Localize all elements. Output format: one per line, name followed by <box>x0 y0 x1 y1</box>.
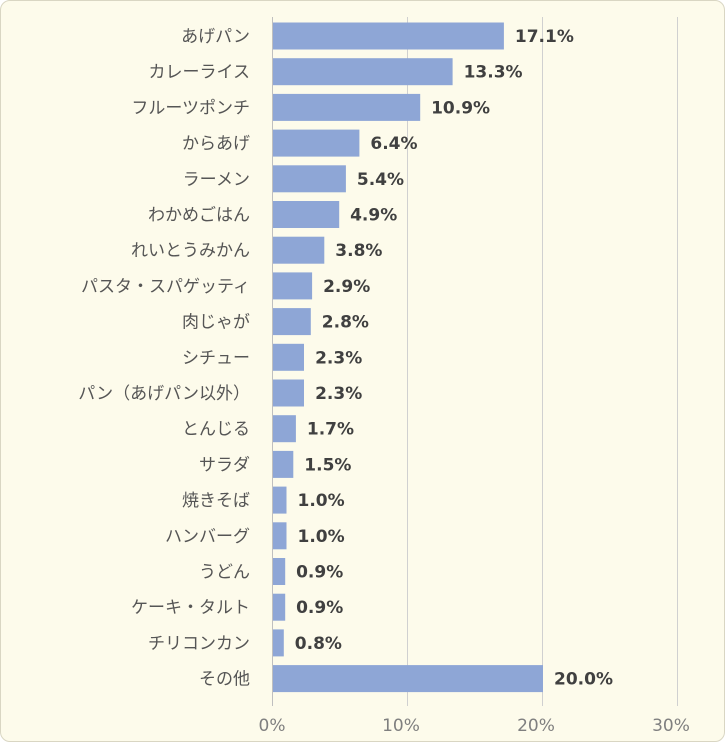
value-label: 0.9% <box>296 598 343 618</box>
bar <box>273 58 453 86</box>
x-tick-label: 30% <box>652 716 690 736</box>
bar <box>273 201 340 228</box>
bar <box>273 593 286 621</box>
bar <box>273 93 421 121</box>
category-label: わかめごはん <box>148 206 250 226</box>
value-label: 5.4% <box>357 170 404 190</box>
bar <box>273 272 313 300</box>
category-label: れいとうみかん <box>131 241 250 261</box>
value-label: 1.0% <box>298 491 345 511</box>
category-label: ラーメン <box>183 170 250 190</box>
category-label: その他 <box>199 670 250 690</box>
bar <box>273 308 311 336</box>
category-label: とんじる <box>182 420 250 440</box>
x-tick-label: 20% <box>517 716 555 736</box>
value-label: 17.1% <box>515 27 574 47</box>
category-label: からあげ <box>182 134 250 154</box>
bar <box>273 450 294 478</box>
bar <box>273 22 504 50</box>
bar <box>273 522 287 550</box>
value-label: 10.9% <box>431 98 490 118</box>
bar <box>273 343 304 371</box>
bar <box>273 236 325 264</box>
x-tick-label: 0% <box>259 716 286 736</box>
category-label: ケーキ・タルト <box>131 598 250 618</box>
category-label: チリコンカン <box>148 634 250 654</box>
bar <box>273 629 284 657</box>
value-label: 6.4% <box>370 134 417 154</box>
value-label: 1.7% <box>307 420 354 440</box>
category-label: あげパン <box>181 27 250 47</box>
category-label: うどん <box>199 563 250 583</box>
bar <box>273 486 287 514</box>
category-label: カレーライス <box>149 63 251 83</box>
bar <box>273 665 543 693</box>
value-label: 4.9% <box>350 206 397 226</box>
category-label: パスタ・スパゲッティ <box>81 277 250 297</box>
bar <box>273 379 304 407</box>
value-label: 2.9% <box>323 277 370 297</box>
category-label: フルーツポンチ <box>131 98 250 118</box>
bar <box>273 558 286 585</box>
value-label: 0.8% <box>295 634 342 654</box>
value-label: 2.3% <box>315 348 362 368</box>
category-label: シチュー <box>182 348 250 368</box>
value-label: 13.3% <box>464 63 523 83</box>
value-label: 2.8% <box>322 313 369 333</box>
value-label: 3.8% <box>335 241 382 261</box>
value-label: 2.3% <box>315 384 362 404</box>
bar <box>273 129 360 157</box>
x-tick-label: 10% <box>382 716 420 736</box>
bar <box>273 415 296 443</box>
value-label: 1.5% <box>304 455 351 475</box>
category-label: 焼きそば <box>182 491 250 511</box>
value-label: 0.9% <box>296 563 343 583</box>
category-label: 肉じゃが <box>182 313 250 333</box>
category-label: ハンバーグ <box>165 527 250 547</box>
bar <box>273 165 346 193</box>
value-label: 1.0% <box>298 527 345 547</box>
category-label: サラダ <box>199 455 250 475</box>
value-label: 20.0% <box>554 670 613 690</box>
category-label: パン（あげパン以外） <box>78 384 250 404</box>
